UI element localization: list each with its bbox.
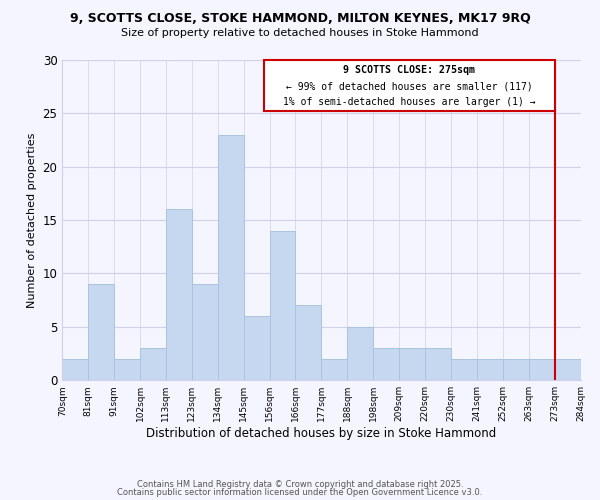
Text: Size of property relative to detached houses in Stoke Hammond: Size of property relative to detached ho… — [121, 28, 479, 38]
Bar — [503, 359, 529, 380]
Bar — [166, 210, 192, 380]
Bar — [322, 359, 347, 380]
FancyBboxPatch shape — [265, 60, 554, 111]
Bar — [554, 359, 581, 380]
Bar — [295, 306, 322, 380]
Bar — [399, 348, 425, 380]
Bar — [114, 359, 140, 380]
Bar — [529, 359, 554, 380]
Bar — [218, 134, 244, 380]
Bar — [244, 316, 269, 380]
Text: 1% of semi-detached houses are larger (1) →: 1% of semi-detached houses are larger (1… — [283, 98, 536, 108]
Bar — [88, 284, 114, 380]
Bar — [451, 359, 477, 380]
Text: Contains HM Land Registry data © Crown copyright and database right 2025.: Contains HM Land Registry data © Crown c… — [137, 480, 463, 489]
Y-axis label: Number of detached properties: Number of detached properties — [27, 132, 37, 308]
Bar — [269, 231, 295, 380]
Bar — [373, 348, 399, 380]
Bar — [477, 359, 503, 380]
Bar — [425, 348, 451, 380]
Text: ← 99% of detached houses are smaller (117): ← 99% of detached houses are smaller (11… — [286, 82, 533, 92]
Bar — [347, 327, 373, 380]
Bar — [192, 284, 218, 380]
Bar — [140, 348, 166, 380]
Text: 9, SCOTTS CLOSE, STOKE HAMMOND, MILTON KEYNES, MK17 9RQ: 9, SCOTTS CLOSE, STOKE HAMMOND, MILTON K… — [70, 12, 530, 26]
X-axis label: Distribution of detached houses by size in Stoke Hammond: Distribution of detached houses by size … — [146, 427, 497, 440]
Text: Contains public sector information licensed under the Open Government Licence v3: Contains public sector information licen… — [118, 488, 482, 497]
Text: 9 SCOTTS CLOSE: 275sqm: 9 SCOTTS CLOSE: 275sqm — [343, 66, 475, 76]
Bar — [62, 359, 88, 380]
